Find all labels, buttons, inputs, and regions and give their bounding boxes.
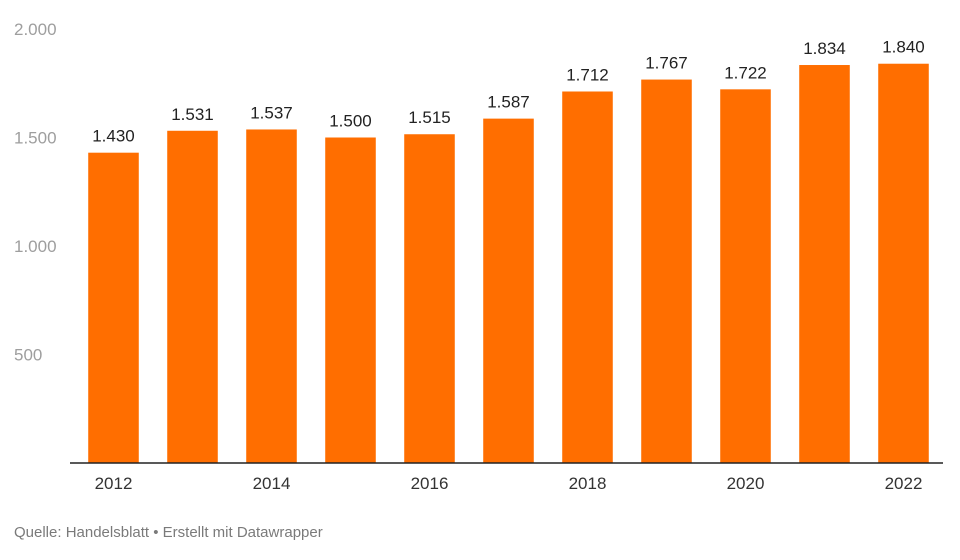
bar bbox=[562, 91, 613, 463]
data-label: 1.712 bbox=[566, 65, 609, 84]
data-label: 1.587 bbox=[487, 93, 530, 112]
y-tick-label: 1.500 bbox=[14, 129, 57, 148]
x-tick-label: 2014 bbox=[253, 474, 291, 493]
bar bbox=[404, 134, 455, 463]
chart-canvas: 500 1.000 1.500 2.000 1.430 1.531 1.537 1.500 1.… bbox=[14, 20, 943, 493]
bar bbox=[483, 118, 534, 463]
bar bbox=[799, 65, 850, 463]
bar bbox=[246, 129, 297, 463]
source-note: Quelle: Handelsblatt • Erstellt mit Data… bbox=[14, 524, 323, 541]
data-label: 1.722 bbox=[724, 63, 767, 82]
data-label: 1.531 bbox=[171, 105, 214, 124]
data-label: 1.430 bbox=[92, 127, 135, 146]
bar bbox=[88, 152, 139, 463]
x-tick-label: 2022 bbox=[885, 474, 923, 493]
bar bbox=[641, 79, 692, 463]
x-tick-label: 2016 bbox=[411, 474, 449, 493]
x-tick-label: 2018 bbox=[569, 474, 607, 493]
bar bbox=[878, 63, 929, 463]
data-label: 1.834 bbox=[803, 39, 846, 58]
data-label: 1.500 bbox=[329, 112, 372, 131]
bar bbox=[720, 89, 771, 464]
x-tick-label: 2012 bbox=[95, 474, 133, 493]
bar bbox=[167, 130, 218, 463]
data-label: 1.537 bbox=[250, 103, 293, 122]
y-tick-label: 500 bbox=[14, 346, 42, 365]
bar bbox=[325, 137, 376, 463]
data-label: 1.840 bbox=[882, 38, 925, 57]
x-tick-label: 2020 bbox=[727, 474, 765, 493]
y-tick-label: 1.000 bbox=[14, 237, 57, 256]
data-label: 1.767 bbox=[645, 54, 688, 73]
data-label: 1.515 bbox=[408, 108, 451, 127]
y-tick-label: 2.000 bbox=[14, 20, 57, 39]
